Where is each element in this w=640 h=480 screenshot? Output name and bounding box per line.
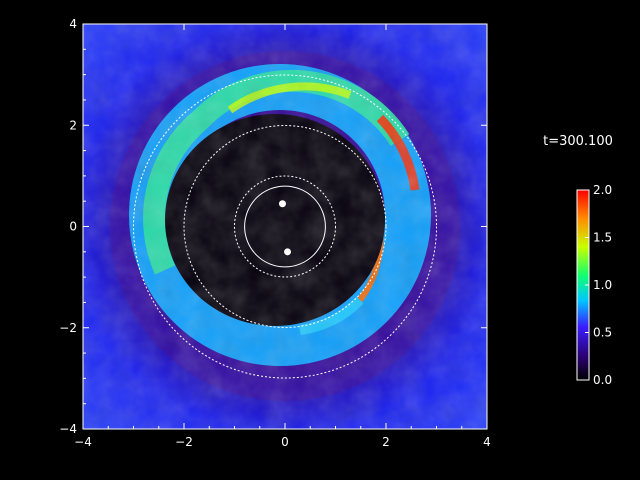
density-map (83, 24, 487, 429)
colorbar-tick-label: 1.5 (593, 231, 612, 245)
y-tick-label: −2 (59, 321, 77, 335)
colorbar-tick-label: 2.0 (593, 183, 612, 197)
time-label: t=300.100 (543, 134, 613, 149)
colorbar: 2.0 1.5 1.0 0.5 0.0 (576, 183, 612, 387)
y-tick-label: 2 (69, 118, 77, 132)
colorbar-tick-label: 1.0 (593, 278, 612, 292)
axes: −4 −2 0 2 4 4 2 0 −2 −4 (59, 17, 491, 449)
y-tick-label: 4 (69, 17, 77, 31)
star-marker (284, 248, 292, 256)
colorbar-tick-label: 0.5 (593, 326, 612, 340)
orbit-circle (234, 175, 336, 278)
x-tick-label: 2 (382, 435, 390, 449)
y-tick-label: −4 (59, 422, 77, 436)
orbit-circles (133, 74, 437, 379)
colorbar-tick-label: 0.0 (593, 373, 612, 387)
orbit-circle (133, 74, 437, 379)
orbit-circle (244, 185, 326, 268)
orbit-circle (183, 125, 387, 328)
x-tick-label: 0 (281, 435, 289, 449)
star-marker (278, 200, 286, 208)
x-tick-label: −2 (175, 435, 193, 449)
x-tick-label: −4 (74, 435, 92, 449)
y-tick-label: 0 (69, 220, 77, 234)
x-tick-label: 4 (483, 435, 491, 449)
